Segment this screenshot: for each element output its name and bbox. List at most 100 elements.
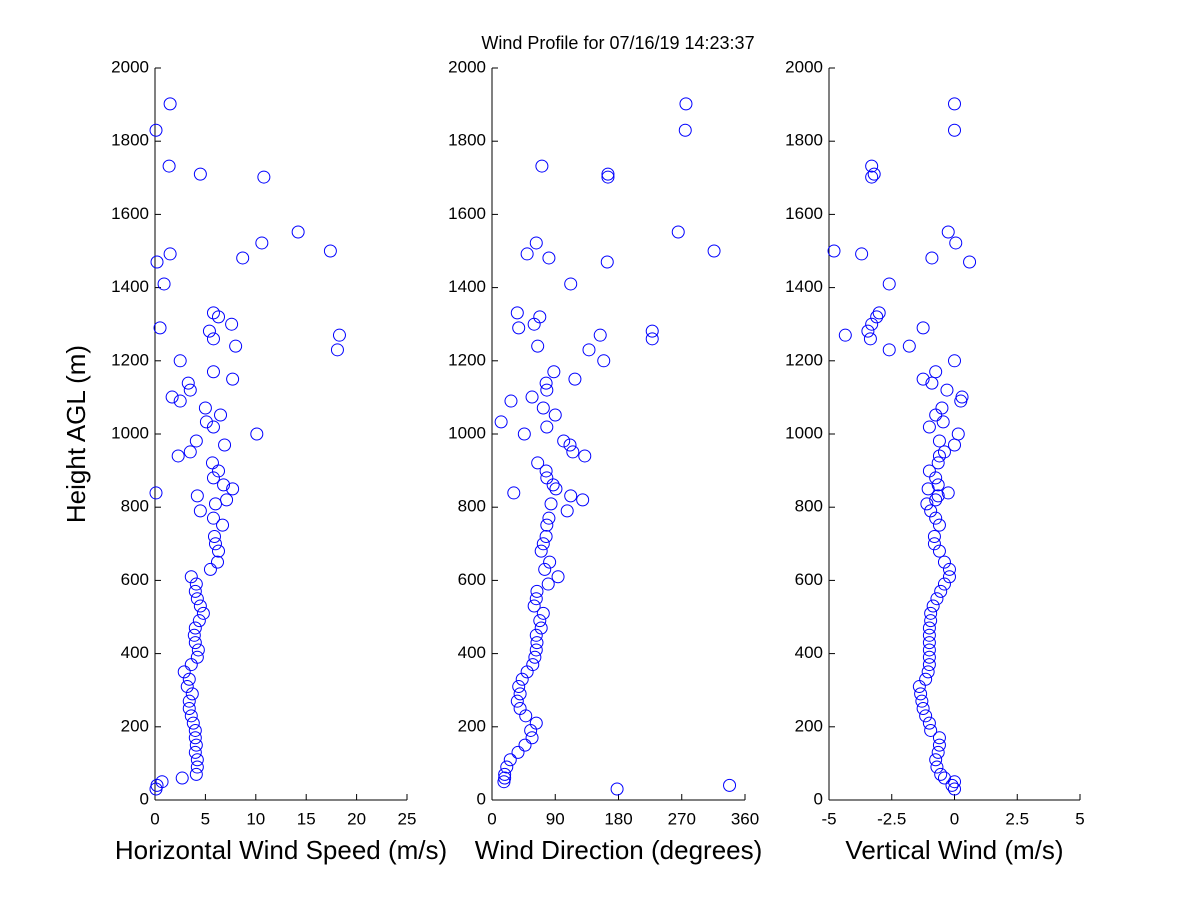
point [931, 456, 945, 470]
point [536, 401, 550, 415]
point [149, 782, 163, 796]
point [920, 497, 934, 511]
point [529, 628, 543, 642]
point [188, 745, 202, 759]
point [187, 628, 201, 642]
x-tick-label: 15 [297, 809, 316, 828]
point [597, 354, 611, 368]
point [551, 570, 565, 584]
point [225, 317, 239, 331]
point [165, 390, 179, 404]
y-tick-label: 600 [121, 570, 149, 589]
point [181, 376, 195, 390]
point [929, 471, 943, 485]
point [948, 123, 961, 137]
point [563, 438, 577, 452]
point [560, 504, 574, 518]
point [576, 493, 590, 507]
point [189, 738, 203, 752]
point [191, 643, 205, 657]
y-tick-label: 1000 [448, 423, 486, 442]
point [291, 225, 305, 239]
point [542, 251, 556, 265]
point [678, 123, 692, 137]
point [922, 621, 936, 635]
point [679, 97, 693, 111]
point [564, 489, 578, 503]
y-tick-label: 1400 [448, 277, 486, 296]
point [162, 159, 176, 173]
y-tick-label: 200 [121, 716, 149, 735]
point [524, 723, 538, 737]
point [497, 775, 511, 789]
point [512, 321, 526, 335]
point [929, 493, 943, 507]
y-tick-label: 1000 [785, 423, 823, 442]
point [188, 621, 202, 635]
point [193, 599, 207, 613]
point [564, 277, 578, 291]
y-tick-label: 1000 [111, 423, 149, 442]
point [937, 445, 951, 459]
point [229, 339, 243, 353]
point [193, 504, 207, 518]
y-tick-label: 400 [795, 643, 823, 662]
y-tick-label: 1200 [448, 350, 486, 369]
point [937, 555, 951, 569]
point [226, 482, 240, 496]
y-tick-label: 0 [477, 789, 486, 808]
x-tick-label: 90 [546, 809, 565, 828]
point [932, 544, 946, 558]
point [188, 731, 202, 745]
point [578, 449, 592, 463]
point [942, 570, 956, 584]
x-axis-label: Vertical Wind (m/s) [845, 835, 1063, 865]
point [216, 518, 230, 532]
point [190, 760, 204, 774]
point [207, 529, 221, 543]
point [723, 778, 737, 792]
point [529, 592, 543, 606]
x-tick-label: 0 [150, 809, 159, 828]
point [500, 760, 514, 774]
point [525, 731, 539, 745]
point [180, 680, 194, 694]
point [202, 324, 216, 338]
point [932, 731, 946, 745]
x-tick-label: 5 [201, 809, 210, 828]
point [838, 328, 852, 342]
point [924, 614, 938, 628]
point [916, 702, 930, 715]
x-axis-label: Horizontal Wind Speed (m/s) [115, 835, 447, 865]
x-tick-label: 180 [604, 809, 632, 828]
point [535, 159, 549, 173]
point [932, 449, 946, 463]
x-tick-label: 25 [398, 809, 417, 828]
point [177, 665, 191, 679]
point [208, 497, 222, 511]
point [173, 394, 187, 408]
y-tick-label: 2000 [448, 57, 486, 76]
point [926, 599, 940, 613]
point [870, 310, 884, 324]
point [948, 438, 961, 452]
point [527, 599, 541, 613]
point [932, 434, 946, 448]
point [593, 328, 607, 342]
x-tick-label: 0 [950, 809, 959, 828]
point [529, 236, 543, 250]
point [927, 537, 941, 551]
point [534, 544, 548, 558]
point [184, 570, 198, 584]
point [214, 408, 228, 422]
point [912, 680, 926, 694]
point [184, 658, 198, 672]
point [512, 680, 526, 694]
point [922, 643, 936, 657]
point [539, 376, 553, 390]
point [546, 478, 560, 492]
point [250, 427, 264, 441]
y-tick-label: 0 [814, 789, 823, 808]
y-tick-label: 1200 [111, 350, 149, 369]
